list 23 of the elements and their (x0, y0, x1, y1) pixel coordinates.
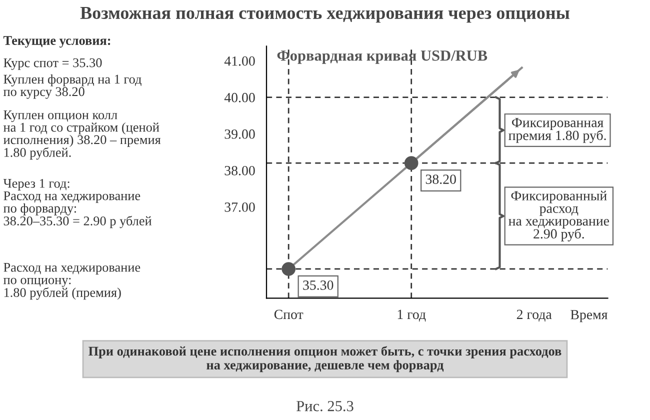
text: Куплен опцион колл на 1 год со страйком (ценой исполнения) 38.20 – премия 1.80 рублей. (3, 110, 161, 160)
x-tick-label: 2 года (516, 310, 552, 322)
x-axis-title: Время (570, 310, 608, 322)
text: Расход на хеджирование по опциону: 1.80 рублей (премия) (3, 263, 140, 300)
text: Курс спот = 35.30 (4, 58, 102, 70)
text: Рис. 25.3 (296, 400, 354, 412)
data-label: 35.30 (303, 280, 334, 290)
text: Куплен форвард на 1 год по курсу 38.20 (3, 74, 142, 99)
annotation: Фиксированная премия 1.80 руб. (508, 118, 606, 143)
text: Через 1 год: Расход на хеджирование по форварду: 38.20–35.30 = 2.90 р ублей (3, 178, 152, 228)
y-tick-label: 38.00 (224, 166, 255, 176)
chart-subtitle: Форвардная кривая USD/RUB (277, 50, 488, 64)
chart-title: Возможная полная стоимость хеджирования через опционы (80, 7, 570, 23)
x-tick-label: 1 год (398, 310, 426, 322)
y-tick-label: 41.00 (224, 56, 255, 66)
y-tick-label: 37.00 (224, 202, 255, 212)
data-label: 38.20 (426, 174, 456, 184)
y-tick-label: 39.00 (224, 129, 255, 139)
x-tick-label: Спот (274, 310, 304, 320)
annotation: Фиксированный расход на хеджирование 2.90 руб. (508, 190, 610, 242)
y-tick-label: 40.00 (224, 92, 255, 102)
text: При одинаковой цене исполнения опцион может быть, с точки зрения расходов на хеджирование, дешевле чем форвард (88, 346, 562, 372)
text: Текущие условия: (3, 36, 110, 48)
